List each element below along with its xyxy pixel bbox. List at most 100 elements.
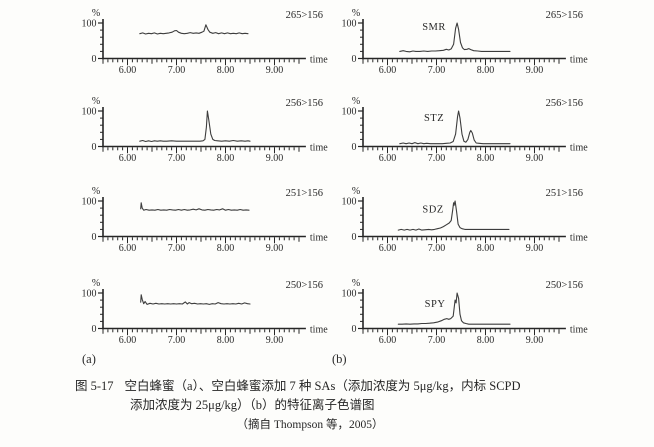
xtick-label-6.00: 6.00 (379, 335, 397, 346)
xtick-label-9.00: 9.00 (266, 335, 284, 346)
xtick-label-9.00: 9.00 (266, 65, 284, 76)
xtick-label-8.00: 8.00 (217, 335, 235, 346)
trace-a1 (139, 24, 249, 35)
compound-label: STZ (424, 113, 444, 124)
xtick-label-6.00: 6.00 (119, 243, 137, 254)
percent-axis-label: % (92, 96, 100, 107)
trace-a3 (140, 202, 250, 211)
time-axis-label: time (310, 233, 328, 244)
xtick-label-7.00: 7.00 (428, 153, 446, 164)
xtick-label-6.00: 6.00 (119, 65, 137, 76)
time-axis-label: time (570, 233, 588, 244)
chromatogram-panel-a4: %100 0 6.00 7.00 8.00 9.00 time 250>156 (82, 278, 329, 346)
xtick-label-7.00: 7.00 (168, 65, 186, 76)
chromatogram-panel-a3: %100 0 6.00 7.00 8.00 9.00 time 251>156 (82, 186, 329, 254)
time-axis-label: time (310, 325, 328, 336)
percent-axis-label: % (92, 278, 100, 289)
xtick-label-7.00: 7.00 (428, 65, 446, 76)
xtick-label-8.00: 8.00 (477, 243, 495, 254)
xtick-label-7.00: 7.00 (168, 153, 186, 164)
time-axis-label: time (570, 325, 588, 336)
ytick-label-100: 100 (82, 197, 97, 208)
xtick-label-7.00: 7.00 (168, 243, 186, 254)
percent-axis-label: % (352, 96, 360, 107)
ytick-label-0: 0 (352, 232, 357, 243)
xtick-label-6.00: 6.00 (379, 153, 397, 164)
ytick-label-100: 100 (342, 107, 357, 118)
percent-axis-label: % (352, 186, 360, 197)
caption-line-1: 图 5-17 空白蜂蜜（a）、空白蜂蜜添加 7 种 SAs（添加浓度为 5μg/k… (75, 377, 590, 396)
chromatogram-panel-b4: %100 0 6.00 7.00 8.00 9.00 time 250>156 SPY (342, 278, 589, 346)
chromatogram-panel-a2: %100 0 6.00 7.00 8.00 9.00 time 256>156 (82, 96, 329, 164)
percent-axis-label: % (352, 278, 360, 289)
caption-source: （摘自 Thompson 等，2005） (236, 419, 384, 431)
xtick-label-7.00: 7.00 (168, 335, 186, 346)
time-axis-label: time (310, 143, 328, 154)
caption-line2-text: 添加浓度为 25μg/kg）（b）的特征离子色谱图 (130, 398, 375, 412)
chromatogram-panel-b1: %100 0 6.00 7.00 8.00 9.00 time 265>156 SMR (342, 8, 589, 76)
ytick-label-0: 0 (92, 232, 97, 243)
xtick-label-6.00: 6.00 (119, 335, 137, 346)
chromatogram-panel-b3: %100 0 6.00 7.00 8.00 9.00 time 251>156 SDZ (342, 186, 589, 254)
transition-label: 265>156 (286, 10, 323, 21)
transition-label: 265>156 (546, 10, 583, 21)
ytick-label-0: 0 (352, 142, 357, 153)
xtick-label-8.00: 8.00 (217, 243, 235, 254)
transition-label: 256>156 (286, 98, 323, 109)
xtick-label-8.00: 8.00 (477, 153, 495, 164)
xtick-label-7.00: 7.00 (428, 243, 446, 254)
trace-b3 (397, 200, 510, 231)
trace-a2 (139, 110, 251, 143)
xtick-label-9.00: 9.00 (526, 153, 544, 164)
xtick-label-8.00: 8.00 (217, 153, 235, 164)
chromatogram-panel-a1: %100 0 6.00 7.00 8.00 9.00 time 265>156 (82, 8, 329, 76)
ytick-label-0: 0 (352, 324, 357, 335)
xtick-label-6.00: 6.00 (379, 243, 397, 254)
ytick-label-0: 0 (92, 142, 97, 153)
xtick-label-7.00: 7.00 (428, 335, 446, 346)
xtick-label-6.00: 6.00 (379, 65, 397, 76)
xtick-label-8.00: 8.00 (477, 335, 495, 346)
trace-b4 (397, 292, 511, 325)
percent-axis-label: % (92, 8, 100, 19)
ytick-label-100: 100 (342, 289, 357, 300)
time-axis-label: time (570, 55, 588, 66)
transition-label: 251>156 (546, 188, 583, 199)
trace-b1 (399, 22, 511, 53)
transition-label: 251>156 (286, 188, 323, 199)
xtick-label-9.00: 9.00 (266, 243, 284, 254)
ytick-label-0: 0 (92, 324, 97, 335)
xtick-label-9.00: 9.00 (526, 243, 544, 254)
transition-label: 250>156 (546, 280, 583, 291)
transition-label: 250>156 (286, 280, 323, 291)
column-label-a: (a) (82, 352, 96, 366)
ytick-label-0: 0 (352, 54, 357, 65)
trace-a4 (140, 294, 251, 305)
time-axis-label: time (310, 55, 328, 66)
percent-axis-label: % (92, 186, 100, 197)
xtick-label-9.00: 9.00 (526, 65, 544, 76)
ytick-label-100: 100 (342, 197, 357, 208)
ytick-label-100: 100 (342, 19, 357, 30)
trace-b2 (399, 110, 511, 145)
percent-axis-label: % (352, 8, 360, 19)
column-label-b: (b) (332, 352, 347, 366)
chromatogram-panel-b2: %100 0 6.00 7.00 8.00 9.00 time 256>156 STZ (342, 96, 589, 164)
figure-number: 图 5-17 (75, 379, 114, 393)
ytick-label-100: 100 (82, 289, 97, 300)
xtick-label-8.00: 8.00 (477, 65, 495, 76)
xtick-label-8.00: 8.00 (217, 65, 235, 76)
compound-label: SMR (422, 22, 446, 33)
xtick-label-6.00: 6.00 (119, 153, 137, 164)
ytick-label-100: 100 (82, 19, 97, 30)
caption-line1-text: 空白蜂蜜（a）、空白蜂蜜添加 7 种 SAs（添加浓度为 5μg/kg，内标 S… (124, 379, 521, 393)
xtick-label-9.00: 9.00 (526, 335, 544, 346)
time-axis-label: time (570, 143, 588, 154)
compound-label: SDZ (422, 204, 443, 215)
ytick-label-100: 100 (82, 107, 97, 118)
xtick-label-9.00: 9.00 (266, 153, 284, 164)
figure-caption: 图 5-17 空白蜂蜜（a）、空白蜂蜜添加 7 种 SAs（添加浓度为 5μg/k… (75, 377, 590, 435)
compound-label: SPY (425, 299, 446, 310)
ytick-label-0: 0 (92, 54, 97, 65)
